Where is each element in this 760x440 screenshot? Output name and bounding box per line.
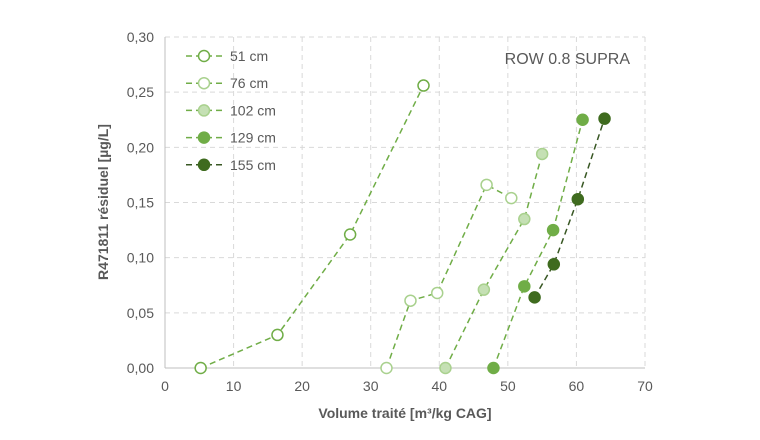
x-tick-label: 60 xyxy=(569,378,585,394)
x-tick-label: 70 xyxy=(637,378,653,394)
data-point xyxy=(528,291,541,304)
y-axis-title: R471811 résiduel [µg/L] xyxy=(95,124,111,280)
data-point xyxy=(417,79,430,92)
data-point xyxy=(430,286,444,300)
data-point xyxy=(598,112,611,125)
series-155-cm xyxy=(528,112,611,304)
legend-label: 76 cm xyxy=(230,75,268,91)
x-tick-label: 0 xyxy=(161,378,169,394)
x-tick-label: 20 xyxy=(294,378,310,394)
data-point xyxy=(380,361,393,375)
legend-marker xyxy=(197,76,211,90)
legend-item: 102 cm xyxy=(186,102,276,118)
data-point xyxy=(404,294,417,307)
y-tick-label: 0,10 xyxy=(127,250,154,266)
x-axis-title: Volume traité [m³/kg CAG] xyxy=(318,405,491,421)
y-tick-label: 0,00 xyxy=(127,360,154,376)
y-tick-label: 0,05 xyxy=(127,305,154,321)
legend-item: 51 cm xyxy=(186,48,268,64)
legend-marker xyxy=(197,158,211,172)
x-tick-label: 40 xyxy=(431,378,447,394)
data-point xyxy=(487,361,500,375)
series-line xyxy=(533,118,606,298)
series-51-cm xyxy=(194,79,430,375)
x-tick-label: 50 xyxy=(500,378,516,394)
legend-label: 102 cm xyxy=(230,102,276,118)
legend-item: 129 cm xyxy=(186,130,276,146)
legend-label: 155 cm xyxy=(230,157,276,173)
legend: 51 cm 76 cm 102 cm 129 cm 155 cm xyxy=(186,48,276,173)
data-point xyxy=(546,223,560,237)
data-point xyxy=(518,280,531,293)
data-point xyxy=(271,328,284,342)
data-point xyxy=(477,283,491,296)
y-tick-label: 0,30 xyxy=(127,29,154,45)
series-102-cm xyxy=(439,147,549,375)
series-line xyxy=(492,119,584,369)
series-76-cm xyxy=(380,178,518,375)
series-line xyxy=(200,85,425,369)
legend-item: 155 cm xyxy=(186,157,276,173)
x-tick-labels: 0 10 20 30 40 50 60 70 xyxy=(161,378,653,394)
data-point xyxy=(547,258,561,271)
axes xyxy=(164,37,645,369)
data-point xyxy=(439,361,452,375)
x-tick-label: 10 xyxy=(226,378,242,394)
series-layer xyxy=(194,79,611,375)
legend-marker xyxy=(197,49,211,63)
chart-annotation: ROW 0.8 SUPRA xyxy=(505,51,631,68)
series-line xyxy=(444,153,543,369)
legend-label: 51 cm xyxy=(230,48,268,64)
series-line xyxy=(385,183,512,369)
data-point xyxy=(518,212,531,226)
data-point xyxy=(194,361,207,375)
y-tick-labels: 0,00 0,05 0,10 0,15 0,20 0,25 0,30 xyxy=(127,29,154,376)
legend-marker xyxy=(197,104,211,117)
x-tick-label: 30 xyxy=(363,378,379,394)
legend-marker xyxy=(197,131,211,144)
series-129-cm xyxy=(487,113,589,375)
data-point xyxy=(576,113,589,126)
data-point xyxy=(571,192,585,206)
data-point xyxy=(480,178,493,192)
y-tick-label: 0,20 xyxy=(127,139,154,155)
data-point xyxy=(343,228,357,241)
y-tick-label: 0,15 xyxy=(127,195,154,211)
data-point xyxy=(535,147,549,161)
legend-label: 129 cm xyxy=(230,130,276,146)
legend-item: 76 cm xyxy=(186,75,268,91)
y-tick-label: 0,25 xyxy=(127,84,154,100)
data-point xyxy=(505,191,518,205)
